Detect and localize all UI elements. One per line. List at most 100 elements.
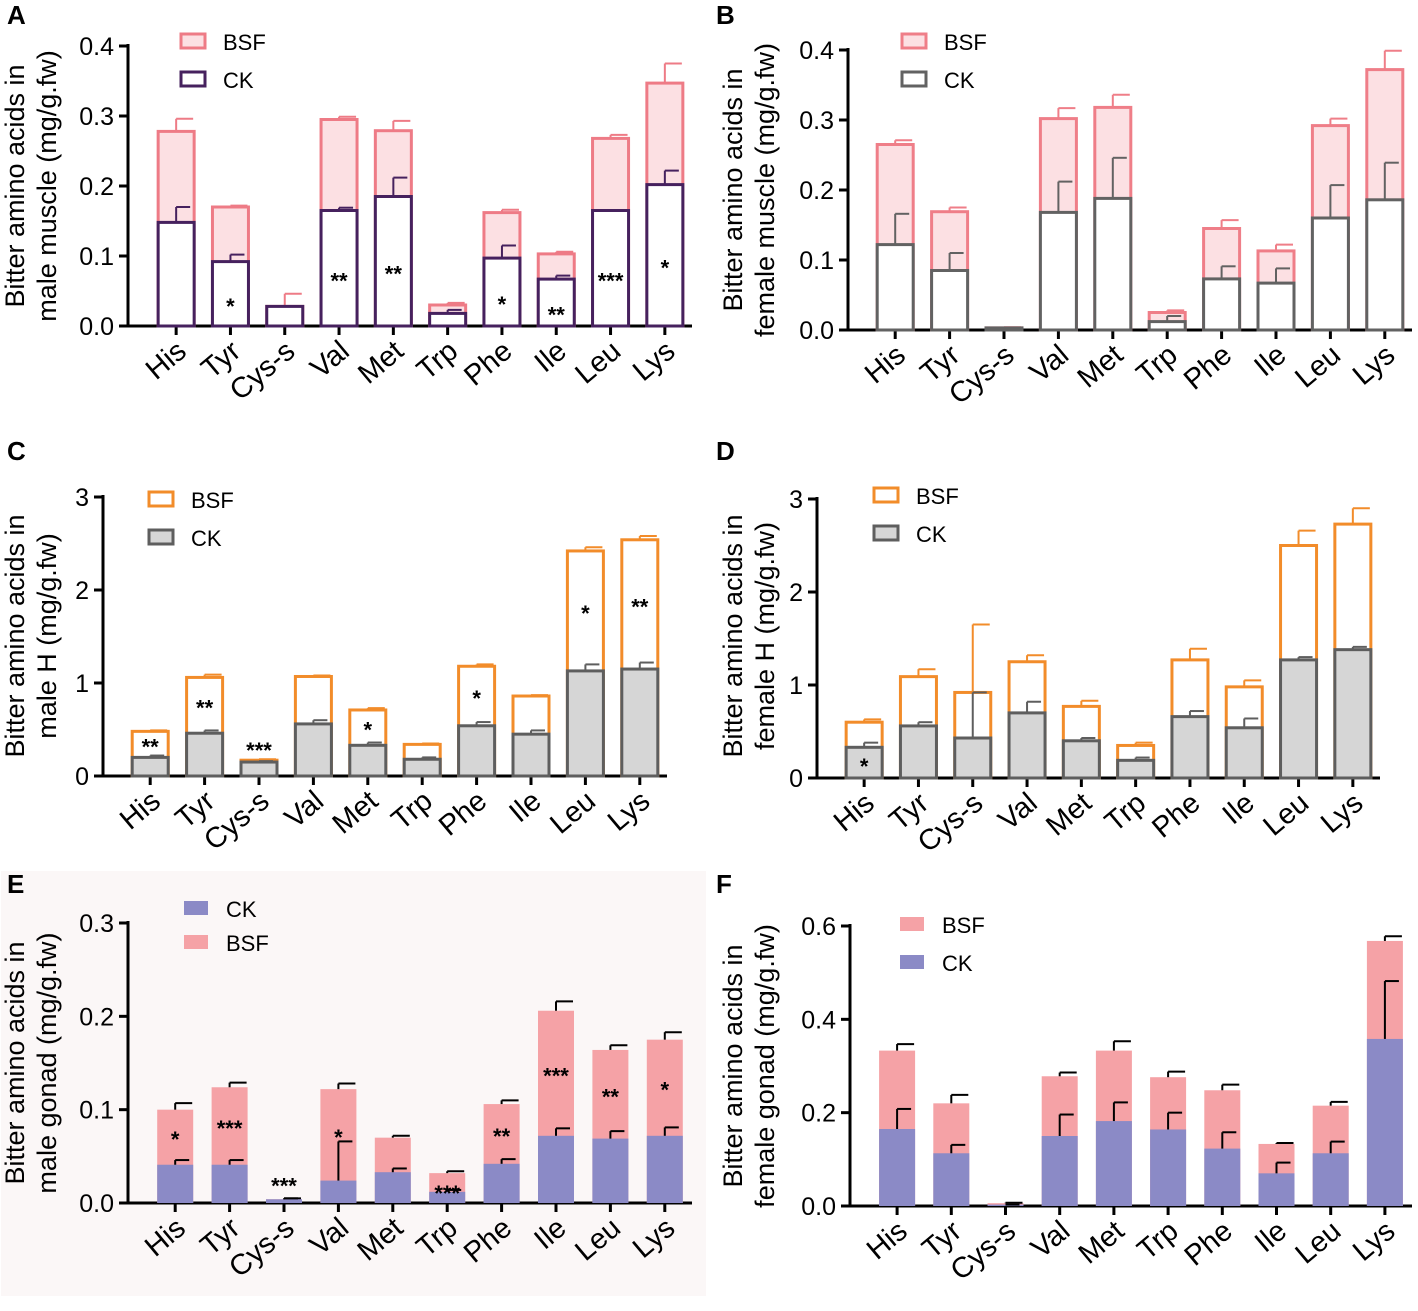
legend-swatch-ck [184, 901, 208, 915]
bar-ck [875, 243, 915, 332]
y-axis-label: Bitter amino acids infemale H (mg/g.fw) [718, 514, 780, 757]
bar-ck [620, 667, 660, 778]
y-tick-label: 2 [789, 579, 803, 607]
significance-label: *** [543, 1063, 569, 1088]
legend-swatch-bsf [900, 917, 924, 931]
x-tick-label: Leu [1290, 1215, 1348, 1271]
x-tick-label: His [114, 785, 167, 836]
bar-ck [211, 1164, 248, 1203]
y-tick-label: 0.0 [79, 313, 114, 341]
legend-label: CK [944, 68, 975, 93]
y-axis-label-line: male muscle (mg/g.fw) [32, 50, 62, 322]
significance-label: * [171, 1127, 180, 1152]
significance-label: ** [631, 594, 649, 619]
legend-swatch-ck [179, 70, 207, 88]
bar-ck [1279, 658, 1319, 780]
y-tick-label: 0.2 [79, 1003, 114, 1031]
significance-label: ** [493, 1124, 511, 1149]
bar-ck [348, 743, 388, 778]
panel-label: C [7, 436, 26, 466]
significance-label: * [472, 686, 481, 711]
y-tick-label: 0.6 [801, 913, 836, 941]
x-tick-label: Cys-s [943, 339, 1020, 411]
y-axis-label-line: Bitter amino acids in [0, 64, 30, 307]
x-tick-label: Lys [627, 335, 681, 388]
y-tick-label: 0.0 [799, 317, 834, 345]
panel-a: A Bitter amino acids inmale muscle (mg/g.… [0, 0, 692, 407]
y-axis-label-line: male gonad (mg/g.fw) [32, 932, 62, 1193]
y-tick-label: 3 [75, 484, 89, 512]
significance-label: *** [246, 738, 272, 763]
bar-ck [320, 1180, 357, 1203]
bar-ck [1116, 758, 1156, 780]
bar-ck [157, 1164, 194, 1203]
x-tick-label: Cys-s [224, 335, 301, 407]
x-tick-label: Trp [1131, 339, 1184, 391]
bar-ck [1312, 1153, 1349, 1206]
bar-ck [844, 745, 884, 780]
x-tick-label: Met [327, 785, 385, 841]
x-tick-label: Trp [411, 335, 464, 387]
significance-label: ** [142, 734, 160, 759]
x-tick-label: Phe [1179, 1215, 1239, 1273]
y-axis-label: Bitter amino acids infemale gonad (mg/g.… [718, 924, 780, 1208]
bar-ck [511, 732, 551, 778]
y-tick-label: 0.1 [799, 247, 834, 275]
y-axis-label: Bitter amino acids inmale muscle (mg/g.f… [0, 50, 62, 322]
y-tick-label: 0.3 [79, 910, 114, 938]
significance-label: *** [598, 268, 624, 293]
legend-swatch-bsf [900, 32, 928, 50]
bar-ck [293, 722, 333, 778]
bar-ck [1333, 648, 1373, 780]
panel-e: E Bitter amino acids inmale gonad (mg/g.f… [0, 869, 706, 1296]
y-tick-label: 0 [789, 765, 803, 793]
significance-label: * [334, 1125, 343, 1150]
legend-swatch-bsf [872, 486, 900, 504]
significance-label: ** [548, 303, 566, 328]
y-tick-label: 0.4 [801, 1006, 836, 1034]
panel-label: A [7, 0, 26, 30]
x-tick-label: Ile [1249, 1215, 1293, 1259]
x-tick-label: Trp [386, 785, 439, 837]
x-tick-label: Leu [1289, 339, 1347, 395]
x-tick-label: Phe [1146, 787, 1206, 845]
significance-label: ** [385, 261, 403, 286]
bar-ck [1095, 1121, 1132, 1206]
y-axis-label-line: male H (mg/g.fw) [32, 533, 62, 739]
bar-ck [1170, 715, 1210, 780]
bar-ck [156, 220, 196, 328]
x-tick-label: Trp [1132, 1215, 1185, 1267]
y-tick-label: 1 [789, 672, 803, 700]
y-tick-label: 0.1 [79, 243, 114, 271]
y-axis-label-line: female gonad (mg/g.fw) [750, 924, 780, 1208]
x-tick-label: Phe [433, 785, 493, 843]
panel-f: F Bitter amino acids infemale gonad (mg/g… [716, 869, 1412, 1287]
legend-label: BSF [944, 30, 987, 55]
x-tick-label: Val [1024, 339, 1075, 389]
y-tick-label: 0.3 [799, 107, 834, 135]
bar-ck [374, 1172, 411, 1203]
x-tick-label: Cys-s [912, 787, 989, 859]
y-tick-label: 0 [75, 763, 89, 791]
y-tick-label: 0.3 [79, 103, 114, 131]
legend-swatch-bsf [184, 935, 208, 949]
bar-ck [898, 724, 938, 780]
y-tick-label: 0.4 [79, 33, 114, 61]
legend-label: BSF [191, 488, 234, 513]
x-tick-label: Val [1025, 1215, 1076, 1265]
x-tick-label: Ile [503, 785, 547, 829]
bar-ck [130, 755, 170, 778]
panel-d: D Bitter amino acids infemale H (mg/g.fw)… [716, 436, 1380, 859]
y-tick-label: 0.0 [79, 1190, 114, 1218]
bar-ck [1258, 1173, 1295, 1206]
bar-ck [565, 669, 605, 778]
y-tick-label: 0.0 [801, 1193, 836, 1221]
significance-label: * [226, 294, 235, 319]
bar-ck [483, 1163, 520, 1203]
legend-label: BSF [942, 913, 985, 938]
bar-ck [402, 757, 442, 778]
x-tick-label: Val [279, 785, 330, 835]
significance-label: *** [434, 1181, 460, 1206]
legend-label: CK [191, 526, 222, 551]
